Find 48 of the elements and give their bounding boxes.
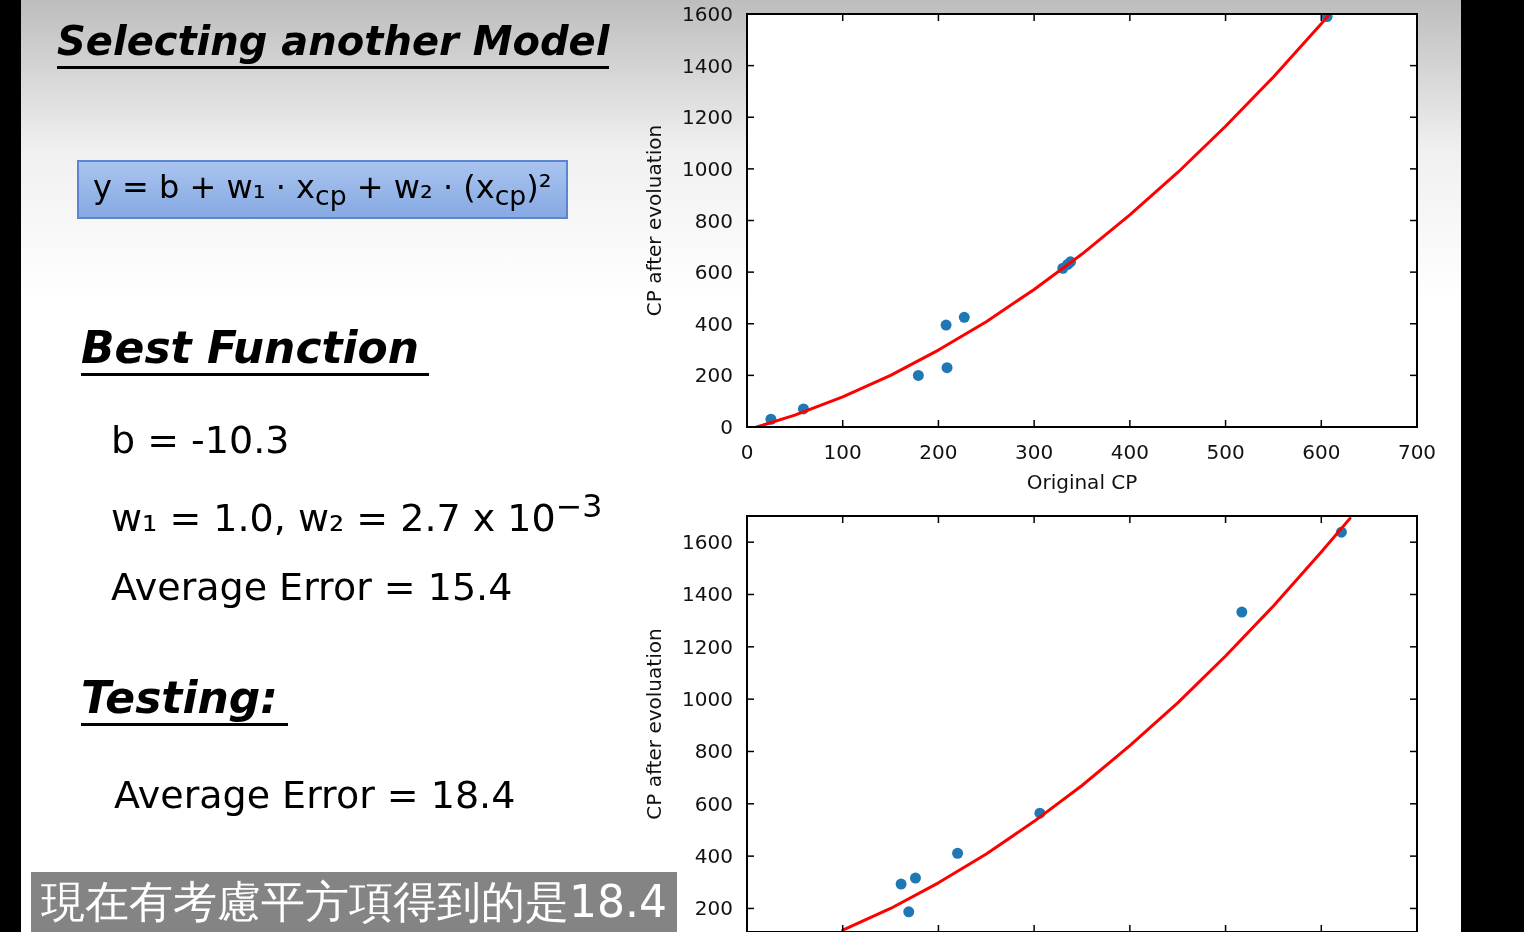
x-tick-label: 100 — [823, 440, 862, 464]
x-tick-label: 400 — [1110, 440, 1149, 464]
y-tick-label: 400 — [694, 311, 733, 336]
y-tick-label: 1400 — [682, 53, 733, 78]
x-tick-label: 300 — [1015, 440, 1054, 464]
text: Testing: — [81, 672, 288, 726]
text: w₁ = 1.0, w₂ = 2.7 x 10$^{−3}$ — [111, 488, 603, 540]
text: y = b + w₁ · x$_{cp}$ + w₂ · (x$_{cp}$)² — [77, 160, 568, 220]
x-tick-label: 500 — [1206, 440, 1245, 464]
point — [895, 878, 907, 890]
point — [1236, 606, 1248, 618]
y-tick-label: 400 — [694, 844, 733, 869]
y-tick-label: 200 — [694, 896, 733, 921]
y-axis-title: CP after evoluation — [642, 628, 666, 820]
y-tick-label: 600 — [694, 260, 733, 285]
y-tick-label: 1400 — [682, 582, 733, 607]
point — [909, 872, 921, 884]
y-tick-label: 800 — [694, 208, 733, 233]
x-tick-label: 0 — [740, 440, 754, 464]
point — [912, 369, 924, 381]
point — [958, 311, 970, 323]
x-tick-label: 200 — [919, 440, 958, 464]
y-tick-label: 1200 — [682, 105, 733, 130]
line-series — [755, 14, 1331, 427]
y-axis-title: CP after evoluation — [642, 124, 666, 317]
y-tick-label: 1000 — [682, 687, 733, 712]
point — [903, 906, 915, 918]
text: Selecting another Model — [57, 18, 610, 69]
line-series — [841, 516, 1352, 932]
text: Average Error = 15.4 — [111, 565, 513, 609]
y-tick-label: 1200 — [682, 634, 733, 659]
point — [941, 362, 953, 374]
y-tick-label: 600 — [694, 791, 733, 816]
y-tick-label: 1600 — [682, 2, 733, 26]
y-tick-label: 200 — [694, 363, 733, 388]
text: b = -10.3 — [111, 418, 290, 462]
text: 現在有考慮平方項得到的是18.4 — [31, 872, 677, 932]
text: Average Error = 18.4 — [114, 773, 516, 817]
x-tick-label: 700 — [1397, 440, 1437, 464]
y-tick-label: 800 — [694, 739, 733, 764]
point — [952, 847, 964, 859]
y-tick-label: 0 — [720, 415, 733, 439]
x-axis-title: Original CP — [1026, 470, 1138, 494]
text: Best Function — [81, 322, 430, 376]
y-tick-label: 1600 — [682, 530, 733, 555]
y-tick-label: 1000 — [682, 156, 733, 181]
x-tick-label: 600 — [1302, 440, 1341, 464]
point — [940, 319, 952, 331]
